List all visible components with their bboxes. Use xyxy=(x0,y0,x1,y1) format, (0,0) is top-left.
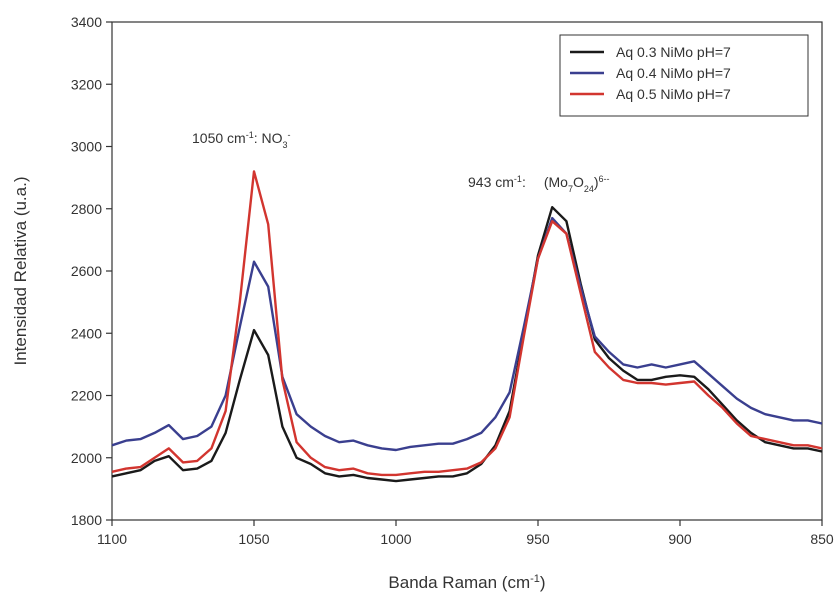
y-tick-label: 3200 xyxy=(71,76,102,92)
annotation-part: -1 xyxy=(514,174,522,184)
x-tick-label: 1000 xyxy=(380,531,411,547)
annotation-part: - xyxy=(288,130,291,140)
series-line xyxy=(111,170,823,477)
annotation-part: : xyxy=(522,174,526,190)
series-line xyxy=(111,206,823,483)
annotation: 1050 cm-1: NO3- xyxy=(192,130,291,150)
legend-label: Aq 0.5 NiMo pH=7 xyxy=(616,86,731,102)
annotation-part: O xyxy=(573,174,584,190)
x-tick-label: 1100 xyxy=(97,531,127,547)
y-tick-label: 2400 xyxy=(71,325,102,341)
annotation-part: 943 cm xyxy=(468,174,514,190)
x-axis-label: Banda Raman (cm-1) xyxy=(388,573,545,592)
annotation-part: (Mo xyxy=(544,174,568,190)
y-axis-label: Intensidad Relativa (u.a.) xyxy=(11,177,30,366)
annotation-part: 6-- xyxy=(599,174,610,184)
y-tick-label: 2800 xyxy=(71,201,102,217)
annotation-part: -1 xyxy=(246,130,254,140)
y-tick-label: 2000 xyxy=(71,450,102,466)
annotation-part: : NO xyxy=(254,130,283,146)
legend-box xyxy=(559,34,809,117)
annotation: 943 cm-1: (Mo7O24)6-- xyxy=(468,174,610,194)
legend-label: Aq 0.4 NiMo pH=7 xyxy=(616,65,731,81)
y-tick-label: 3400 xyxy=(71,14,102,30)
annotation-part: 1050 cm xyxy=(192,130,246,146)
annotation-part: ) xyxy=(594,174,599,190)
x-tick-label: 950 xyxy=(526,531,550,547)
annotation-part: 7 xyxy=(568,184,573,194)
annotation-part: 3 xyxy=(283,140,288,150)
x-axis-label-part: Banda Raman (cm xyxy=(388,573,530,592)
series-line xyxy=(111,216,823,452)
y-tick-label: 2200 xyxy=(71,388,102,404)
x-tick-label: 1050 xyxy=(238,531,269,547)
x-tick-label: 900 xyxy=(668,531,692,547)
y-tick-label: 2600 xyxy=(71,263,102,279)
x-axis-label-part: -1 xyxy=(530,573,540,585)
legend-label: Aq 0.3 NiMo pH=7 xyxy=(616,44,731,60)
x-tick-label: 850 xyxy=(810,531,834,547)
x-axis-label-part: ) xyxy=(540,573,546,592)
y-tick-label: 3000 xyxy=(71,139,102,155)
annotation-part: 24 xyxy=(584,184,594,194)
y-tick-label: 1800 xyxy=(71,512,102,528)
